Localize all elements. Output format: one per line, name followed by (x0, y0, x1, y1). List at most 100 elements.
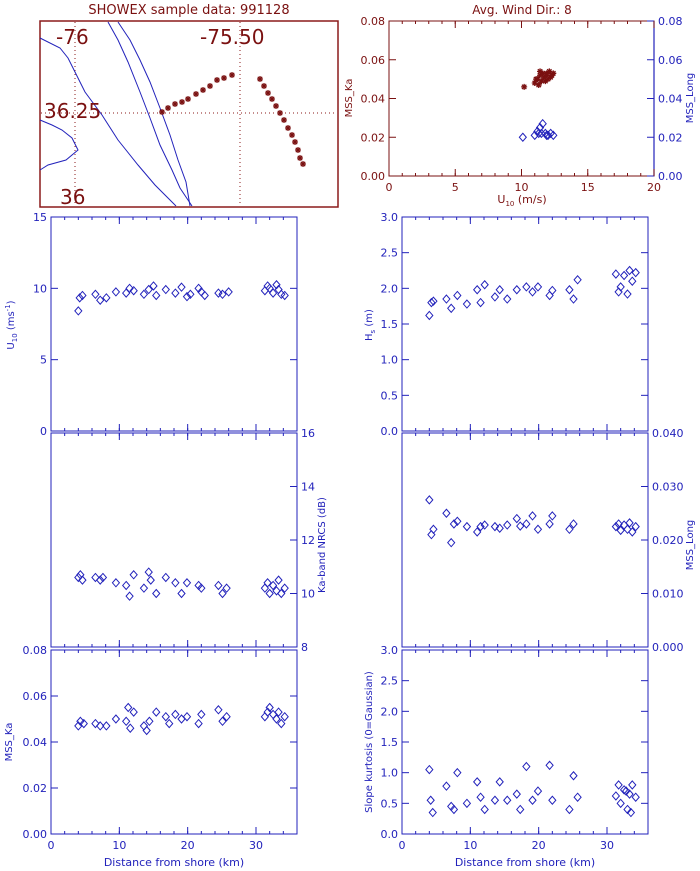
data-point (495, 777, 504, 787)
lon-label: -75.50 (200, 25, 264, 49)
data-point (428, 807, 437, 818)
data-point (281, 117, 287, 123)
data-point (165, 105, 171, 111)
y-tick-label: 3.0 (381, 644, 399, 657)
data-point (76, 570, 85, 580)
axis-ticks: 0 5 10 15 (33, 211, 298, 438)
x-tick-label: 20 (647, 181, 661, 194)
data-point (565, 285, 574, 295)
data-point (200, 290, 209, 301)
y-tick-label: 8 (301, 641, 308, 654)
data-point (272, 714, 281, 724)
data-point (125, 283, 134, 294)
right-stack: 0.00.51.01.52.02.53.0 0.0000.0100.0200.0… (364, 211, 696, 869)
x-tick-label: 10 (112, 839, 126, 852)
data-point (427, 529, 436, 540)
data-point (186, 289, 195, 300)
plot-frame (388, 20, 655, 177)
mss-vs-u10-panel: Avg. Wind Dir.: 8 0.00 0.000.02 0.020.04 0.… (344, 3, 696, 208)
y-tick-label: 0.08 (23, 644, 48, 657)
data-point (214, 77, 220, 83)
data-point (91, 572, 100, 583)
data-point (257, 76, 263, 82)
x-tick-label: 10 (463, 839, 477, 852)
axis-ticks: 0.00 0.02 0.04 0.06 0.08 0 10 20 30 (23, 644, 298, 852)
x-tick-label: 10 (515, 181, 529, 194)
data-point (297, 155, 303, 161)
data-point (139, 289, 149, 300)
data-point (623, 524, 632, 535)
plot-frame (401, 649, 649, 835)
y-tick-label: 10 (33, 282, 47, 295)
data-point (145, 716, 154, 727)
data-point (260, 711, 270, 722)
data-point (265, 702, 274, 713)
y-tick-label: 0.02 (23, 782, 48, 795)
x-tick-label: 15 (581, 181, 595, 194)
data-point (625, 789, 634, 799)
data-point (530, 130, 539, 141)
data-point (111, 287, 121, 297)
data-point (442, 781, 451, 791)
data-point (476, 521, 485, 532)
data-point (573, 792, 582, 802)
y-axis-label-right: MSS_Long (685, 73, 696, 124)
data-point (565, 524, 574, 535)
data-point (619, 270, 629, 281)
data-point (473, 527, 482, 537)
data-point (96, 295, 105, 305)
y-tick-label: 0.06 (658, 54, 683, 67)
data-point (522, 519, 531, 529)
data-point (628, 527, 637, 537)
y-tick-label: 0.5 (381, 797, 399, 810)
y-tick-label: 0.04 (361, 93, 386, 106)
data-marks (518, 68, 558, 143)
data-point (125, 591, 134, 601)
y-tick-label: 0.04 (658, 93, 683, 106)
y-tick-label: 0.08 (361, 15, 386, 28)
data-point (453, 516, 462, 527)
data-point (111, 714, 121, 724)
data-point (537, 72, 544, 79)
data-point (569, 770, 578, 781)
data-point (144, 284, 153, 295)
y-tick-label: 5 (40, 354, 47, 367)
data-point (537, 128, 546, 139)
ship-track (159, 72, 306, 167)
data-point (102, 721, 111, 731)
y-tick-label: 1.5 (381, 736, 399, 749)
data-point (179, 99, 185, 105)
data-point (277, 588, 286, 599)
data-point (541, 74, 548, 81)
y-axis-label: MSS_Ka (4, 723, 15, 762)
y-tick-label: 0.0 (381, 425, 399, 438)
data-point (152, 588, 161, 599)
y-tick-label: 0.030 (652, 481, 684, 494)
plot-frame (50, 432, 298, 648)
data-point (462, 299, 472, 309)
y-tick-label: 2.5 (381, 247, 399, 260)
data-point (447, 303, 456, 314)
data-point (462, 521, 472, 532)
axis-ticks: 0.000 0.010 0.020 0.030 0.040 (401, 427, 684, 654)
data-point (480, 520, 489, 530)
data-point (194, 718, 203, 729)
x-tick-label: 20 (181, 839, 195, 852)
y-tick-label: 1.0 (381, 354, 399, 367)
coastline (39, 119, 79, 171)
data-marks (74, 702, 289, 736)
data-point (453, 767, 462, 778)
plot-frame (50, 649, 298, 835)
data-point (476, 297, 485, 308)
data-point (569, 519, 578, 529)
data-point (490, 521, 500, 532)
data-point (218, 289, 227, 300)
x-tick-label: 0 (386, 181, 393, 194)
data-point (139, 721, 149, 731)
data-point (161, 572, 170, 583)
data-point (171, 288, 180, 298)
chart-title: Avg. Wind Dir.: 8 (472, 3, 572, 17)
data-marks (74, 280, 289, 316)
data-point (542, 78, 549, 85)
data-point (425, 310, 434, 321)
